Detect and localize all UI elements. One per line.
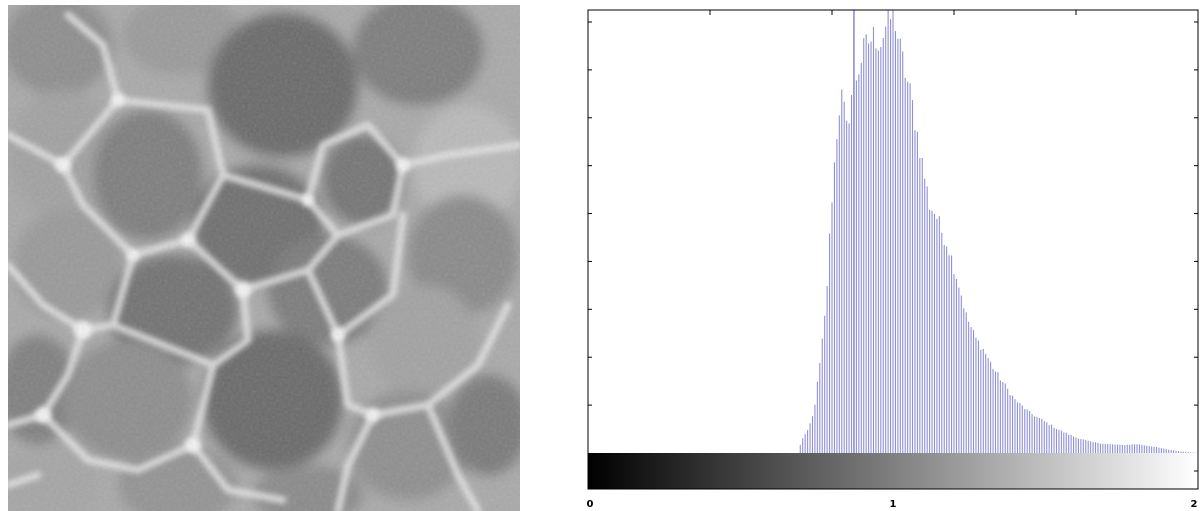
cell-micrograph-image xyxy=(8,5,520,511)
grayscale-colorbar xyxy=(588,453,1198,489)
frame-ticks xyxy=(588,10,1199,472)
x-tick-label: 0 xyxy=(587,499,594,510)
intensity-histogram-chart: 0 1 2 xyxy=(587,9,1199,510)
x-tick-labels: 0 1 2 xyxy=(587,499,1198,510)
x-tick-label: 1 xyxy=(890,499,897,510)
histogram-bars xyxy=(799,10,1197,453)
x-tick-label: 2 xyxy=(1191,499,1198,510)
plot-frame xyxy=(587,9,1199,490)
